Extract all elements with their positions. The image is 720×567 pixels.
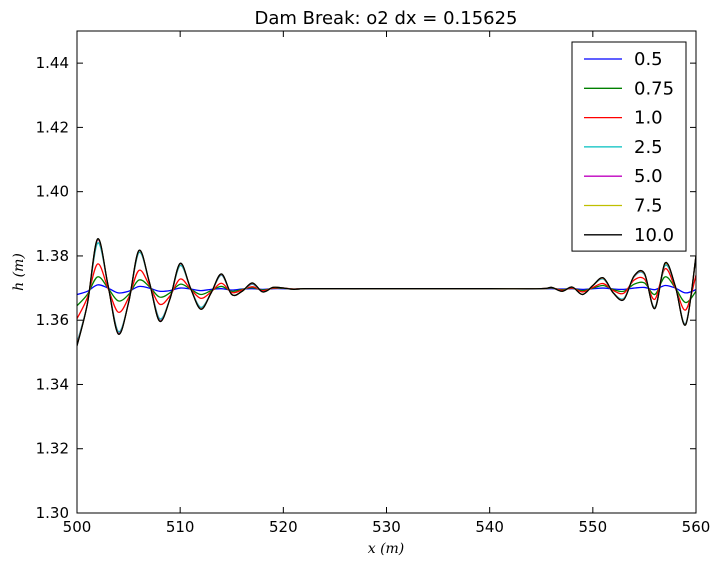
legend-label: 7.5 (634, 196, 663, 217)
y-tick-label: 1.40 (36, 183, 69, 201)
legend-label: 10.0 (634, 225, 674, 246)
x-tick-label: 550 (579, 518, 608, 536)
x-tick-label: 500 (63, 518, 92, 536)
y-tick-label: 1.38 (36, 247, 69, 265)
y-axis-label: h (m) (11, 253, 27, 291)
y-tick-label: 1.30 (36, 504, 69, 522)
legend-label: 0.5 (634, 49, 663, 70)
chart-title: Dam Break: o2 dx = 0.15625 (254, 8, 517, 29)
x-tick-label: 520 (269, 518, 298, 536)
legend: 0.5 0.75 1.0 2.5 5.0 7.5 10.0 (571, 41, 687, 252)
x-tick-label: 530 (372, 518, 401, 536)
x-tick-label: 510 (166, 518, 195, 536)
y-tick-label: 1.42 (36, 118, 69, 136)
y-tick-label: 1.32 (36, 440, 69, 458)
y-tick-label: 1.34 (36, 375, 69, 393)
legend-label: 2.5 (634, 137, 663, 158)
x-tick-label: 560 (682, 518, 711, 536)
series-line-10-0 (77, 238, 696, 347)
x-axis-label: x (m) (368, 541, 405, 557)
y-tick-label: 1.36 (36, 311, 69, 329)
y-tick-label: 1.44 (36, 54, 69, 72)
series-line-5-0 (77, 239, 696, 345)
legend-label: 5.0 (634, 166, 663, 187)
x-tick-label: 540 (475, 518, 504, 536)
legend-label: 1.0 (634, 108, 663, 129)
legend-label: 0.75 (634, 78, 674, 99)
